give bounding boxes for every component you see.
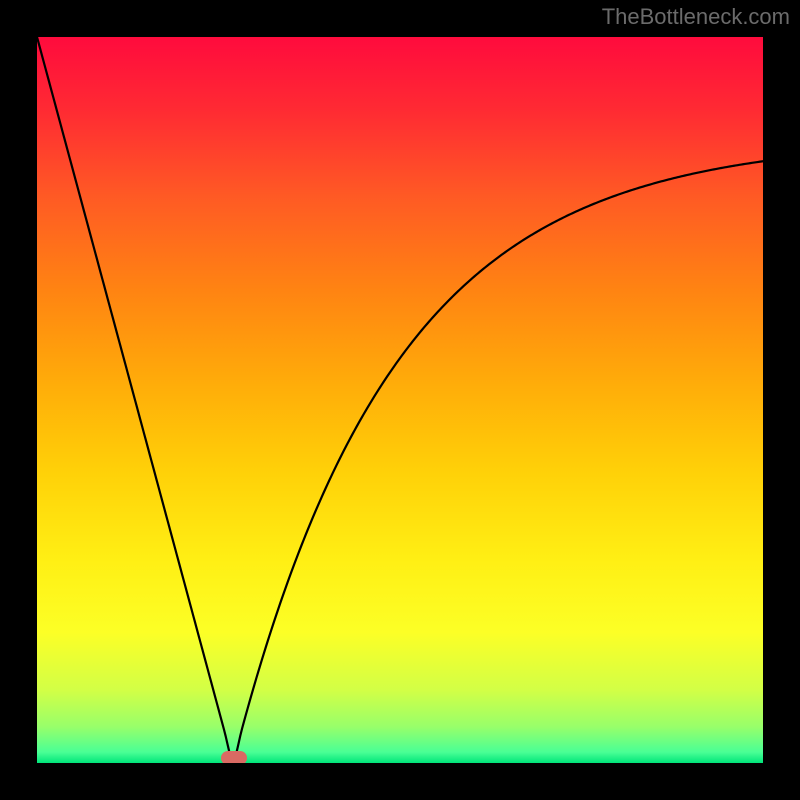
chart-plot-area	[37, 37, 763, 763]
chart-svg	[37, 37, 763, 763]
chart-background	[37, 37, 763, 763]
watermark-text: TheBottleneck.com	[602, 4, 790, 30]
chart-minimum-marker	[221, 751, 247, 765]
chart-frame	[34, 34, 766, 766]
